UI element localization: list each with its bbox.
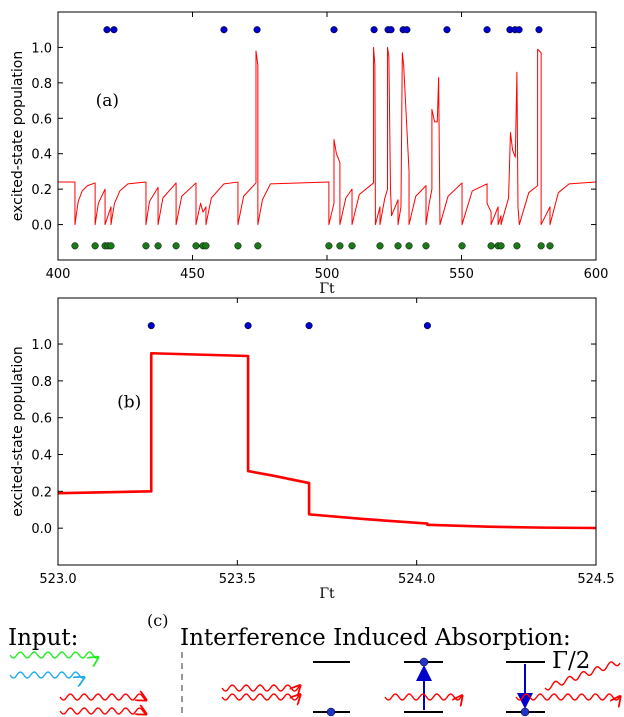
y-axis-label: excited-state population [10, 51, 26, 221]
event-marker [142, 242, 150, 250]
y-tick-label: 0.0 [31, 522, 52, 537]
event-marker [387, 26, 395, 34]
event-marker [71, 242, 79, 250]
y-tick-label: 0.6 [31, 412, 52, 427]
y-tick-label: 0.2 [31, 485, 52, 500]
trace [58, 351, 596, 530]
event-marker [234, 242, 242, 250]
event-marker [220, 26, 228, 34]
photon-wave [515, 693, 620, 700]
event-marker [253, 26, 261, 34]
photon-wave [221, 685, 300, 691]
y-axis-label: excited-state population [10, 346, 26, 516]
x-tick-label: 524.5 [577, 572, 614, 587]
event-marker [244, 322, 252, 330]
event-marker [422, 242, 430, 250]
photon-wave [544, 661, 621, 691]
x-tick-label: 600 [584, 267, 609, 282]
panel-label: (a) [96, 91, 119, 111]
event-marker [458, 242, 466, 250]
event-marker [107, 242, 115, 250]
event-marker [192, 242, 200, 250]
diagram: (c) Input: Interference Induced Absorpti… [8, 611, 620, 717]
event-marker [103, 26, 111, 34]
y-tick-label: 1.0 [31, 41, 52, 56]
event-marker [202, 242, 210, 250]
photon-wave [221, 694, 300, 700]
y-tick-label: 1.0 [31, 338, 52, 353]
event-marker [336, 242, 344, 250]
x-tick-label: 523.0 [39, 572, 76, 587]
atom [419, 657, 429, 667]
y-tick-label: 0.8 [31, 375, 52, 390]
event-marker [305, 322, 313, 330]
plot-frame [57, 11, 597, 261]
photon-wave [59, 694, 146, 700]
y-tick-label: 0.4 [31, 449, 52, 464]
event-marker [110, 26, 118, 34]
event-marker [546, 242, 554, 250]
input-label: Input: [8, 625, 78, 651]
event-marker [91, 242, 99, 250]
x-tick-label: 550 [449, 267, 474, 282]
x-tick-label: 450 [180, 267, 205, 282]
event-marker [483, 26, 491, 34]
event-marker [254, 242, 262, 250]
event-marker [376, 242, 384, 250]
x-tick-label: 400 [46, 267, 71, 282]
event-marker [497, 242, 505, 250]
x-tick-label: 500 [315, 267, 340, 282]
photon-wave [59, 708, 146, 714]
event-marker [515, 26, 523, 34]
event-marker [537, 242, 545, 250]
rate-label: Γ/2 [552, 648, 590, 674]
y-tick-label: 0.4 [31, 148, 52, 163]
event-marker [370, 26, 378, 34]
panel-label: (c) [147, 611, 168, 630]
event-marker [147, 322, 155, 330]
diagram-title: Interference Induced Absorption: [180, 625, 571, 651]
plot-frame [57, 297, 597, 566]
event-marker [513, 242, 521, 250]
event-marker [405, 242, 413, 250]
atom [520, 707, 530, 717]
y-tick-label: 0.8 [31, 77, 52, 92]
atom [326, 707, 336, 717]
event-marker [330, 26, 338, 34]
x-axis-label: Γt [319, 281, 335, 297]
chart: 0.0 0.2 0.4 0.6 0.8 1.0 400 450 500 550 600 Γt excit… [10, 11, 609, 297]
x-tick-label: 524.0 [398, 572, 435, 587]
levels [313, 661, 545, 713]
event-marker [348, 242, 356, 250]
photon-wave [9, 651, 98, 658]
event-marker [172, 242, 180, 250]
event-marker [154, 242, 162, 250]
event-marker [394, 242, 402, 250]
event-marker [487, 242, 495, 250]
photon-wave [384, 694, 462, 700]
event-marker [423, 322, 431, 330]
chart: 0.0 0.2 0.4 0.6 0.8 1.0 523.0 523.5 524.0 524.5 Γt… [10, 297, 615, 602]
event-marker [535, 26, 543, 34]
x-axis-label: Γt [319, 586, 335, 602]
trace [58, 46, 596, 226]
panel-label: (b) [117, 392, 141, 412]
y-tick-label: 0.2 [31, 183, 52, 198]
x-tick-label: 523.5 [219, 572, 256, 587]
photon-wave [9, 671, 84, 678]
event-marker [443, 26, 451, 34]
event-marker [325, 242, 333, 250]
event-marker [403, 26, 411, 34]
y-tick-label: 0.0 [31, 219, 52, 234]
y-tick-label: 0.6 [31, 112, 52, 127]
